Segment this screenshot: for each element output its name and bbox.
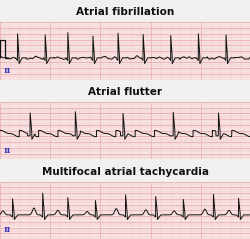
Text: II: II <box>3 67 10 75</box>
Text: Multifocal atrial tachycardia: Multifocal atrial tachycardia <box>42 167 208 177</box>
Text: II: II <box>3 226 10 234</box>
Text: Atrial flutter: Atrial flutter <box>88 87 162 97</box>
Text: Atrial fibrillation: Atrial fibrillation <box>76 7 174 17</box>
Text: II: II <box>3 147 10 155</box>
